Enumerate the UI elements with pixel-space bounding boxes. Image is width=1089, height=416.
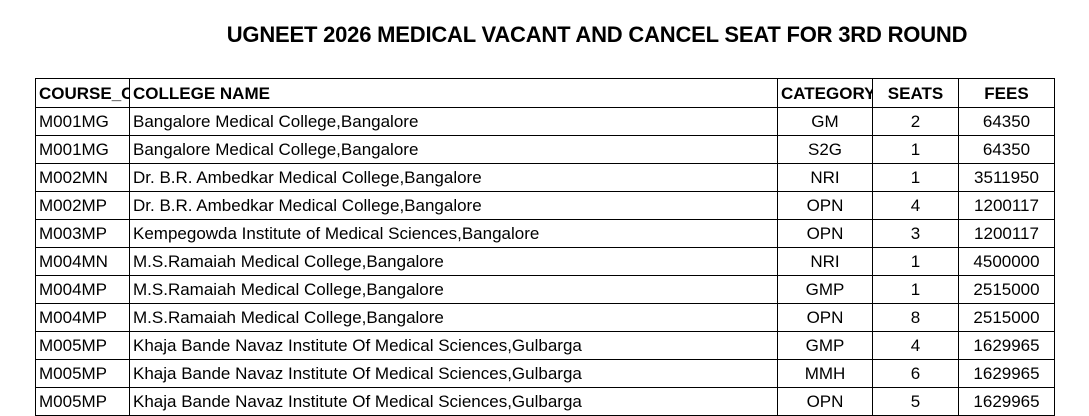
table-cell: OPN [777,219,873,248]
table-cell: GMP [777,275,873,304]
table-cell: MMH [777,359,873,388]
table-cell: 1200117 [958,219,1055,248]
table-cell: OPN [777,191,873,220]
table-cell: M002MN [35,163,130,192]
table-row: M004MN M.S.Ramaiah Medical College,Bangal… [35,247,1055,276]
table-body: M001MG Bangalore Medical College,Bangalor… [35,107,1055,416]
seat-table: COURSE_C COLLEGE NAME CATEGORY SEATS FEES M0… [35,78,1055,416]
table-cell: OPN [777,387,873,416]
table-cell: M005MP [35,359,130,388]
table-cell: Dr. B.R. Ambedkar Medical College,Bangal… [129,163,778,192]
table-cell: NRI [777,163,873,192]
table-cell: M003MP [35,219,130,248]
table-cell: M.S.Ramaiah Medical College,Bangalore [129,275,778,304]
table-cell: Dr. B.R. Ambedkar Medical College,Bangal… [129,191,778,220]
table-cell: 1 [872,247,959,276]
table-row: M005MP Khaja Bande Navaz Institute Of Med… [35,387,1055,416]
table-cell: M001MG [35,135,130,164]
table-cell: M002MP [35,191,130,220]
table-row: M004MP M.S.Ramaiah Medical College,Bangal… [35,275,1055,304]
table-cell: Kempegowda Institute of Medical Sciences… [129,219,778,248]
table-cell: M004MN [35,247,130,276]
table-cell: Bangalore Medical College,Bangalore [129,107,778,136]
table-cell: 6 [872,359,959,388]
table-row: M002MN Dr. B.R. Ambedkar Medical College,… [35,163,1055,192]
table-cell: 1 [872,135,959,164]
table-row: M005MP Khaja Bande Navaz Institute Of Med… [35,359,1055,388]
table-cell: S2G [777,135,873,164]
header-cell: COURSE_C [35,78,130,108]
table-cell: 4 [872,191,959,220]
table-row: M004MP M.S.Ramaiah Medical College,Bangal… [35,303,1055,332]
table-cell: 1200117 [958,191,1055,220]
table-cell: GMP [777,331,873,360]
table-cell: 3511950 [958,163,1055,192]
table-cell: 1629965 [958,331,1055,360]
table-cell: M.S.Ramaiah Medical College,Bangalore [129,303,778,332]
table-row: M001MG Bangalore Medical College,Bangalor… [35,107,1055,136]
table-cell: Bangalore Medical College,Bangalore [129,135,778,164]
table-cell: 2515000 [958,303,1055,332]
table-cell: 4 [872,331,959,360]
table-cell: M001MG [35,107,130,136]
header-cell: SEATS [872,78,959,108]
table-cell: 8 [872,303,959,332]
table-cell: 64350 [958,107,1055,136]
table-cell: 1 [872,163,959,192]
table-cell: Khaja Bande Navaz Institute Of Medical S… [129,359,778,388]
table-cell: 1629965 [958,387,1055,416]
table-cell: 4500000 [958,247,1055,276]
header-cell: FEES [958,78,1055,108]
table-cell: 1 [872,275,959,304]
header-cell: COLLEGE NAME [129,78,778,108]
table-cell: OPN [777,303,873,332]
table-cell: 2515000 [958,275,1055,304]
table-row: M001MG Bangalore Medical College,Bangalor… [35,135,1055,164]
table-cell: M005MP [35,331,130,360]
table-row: M003MP Kempegowda Institute of Medical Sc… [35,219,1055,248]
table-cell: Khaja Bande Navaz Institute Of Medical S… [129,331,778,360]
table-cell: GM [777,107,873,136]
table-cell: 2 [872,107,959,136]
table-cell: 5 [872,387,959,416]
table-cell: 3 [872,219,959,248]
table-cell: 64350 [958,135,1055,164]
header-cell: CATEGORY [777,78,873,108]
table-cell: 1629965 [958,359,1055,388]
header-row: COURSE_C COLLEGE NAME CATEGORY SEATS FEES [35,78,1055,108]
table-cell: M004MP [35,303,130,332]
table-cell: Khaja Bande Navaz Institute Of Medical S… [129,387,778,416]
table-row: M005MP Khaja Bande Navaz Institute Of Med… [35,331,1055,360]
table-cell: NRI [777,247,873,276]
table-cell: M.S.Ramaiah Medical College,Bangalore [129,247,778,276]
table-cell: M004MP [35,275,130,304]
table-row: M002MP Dr. B.R. Ambedkar Medical College,… [35,191,1055,220]
table-cell: M005MP [35,387,130,416]
page-title: UGNEET 2026 MEDICAL VACANT AND CANCEL SE… [226,22,968,47]
